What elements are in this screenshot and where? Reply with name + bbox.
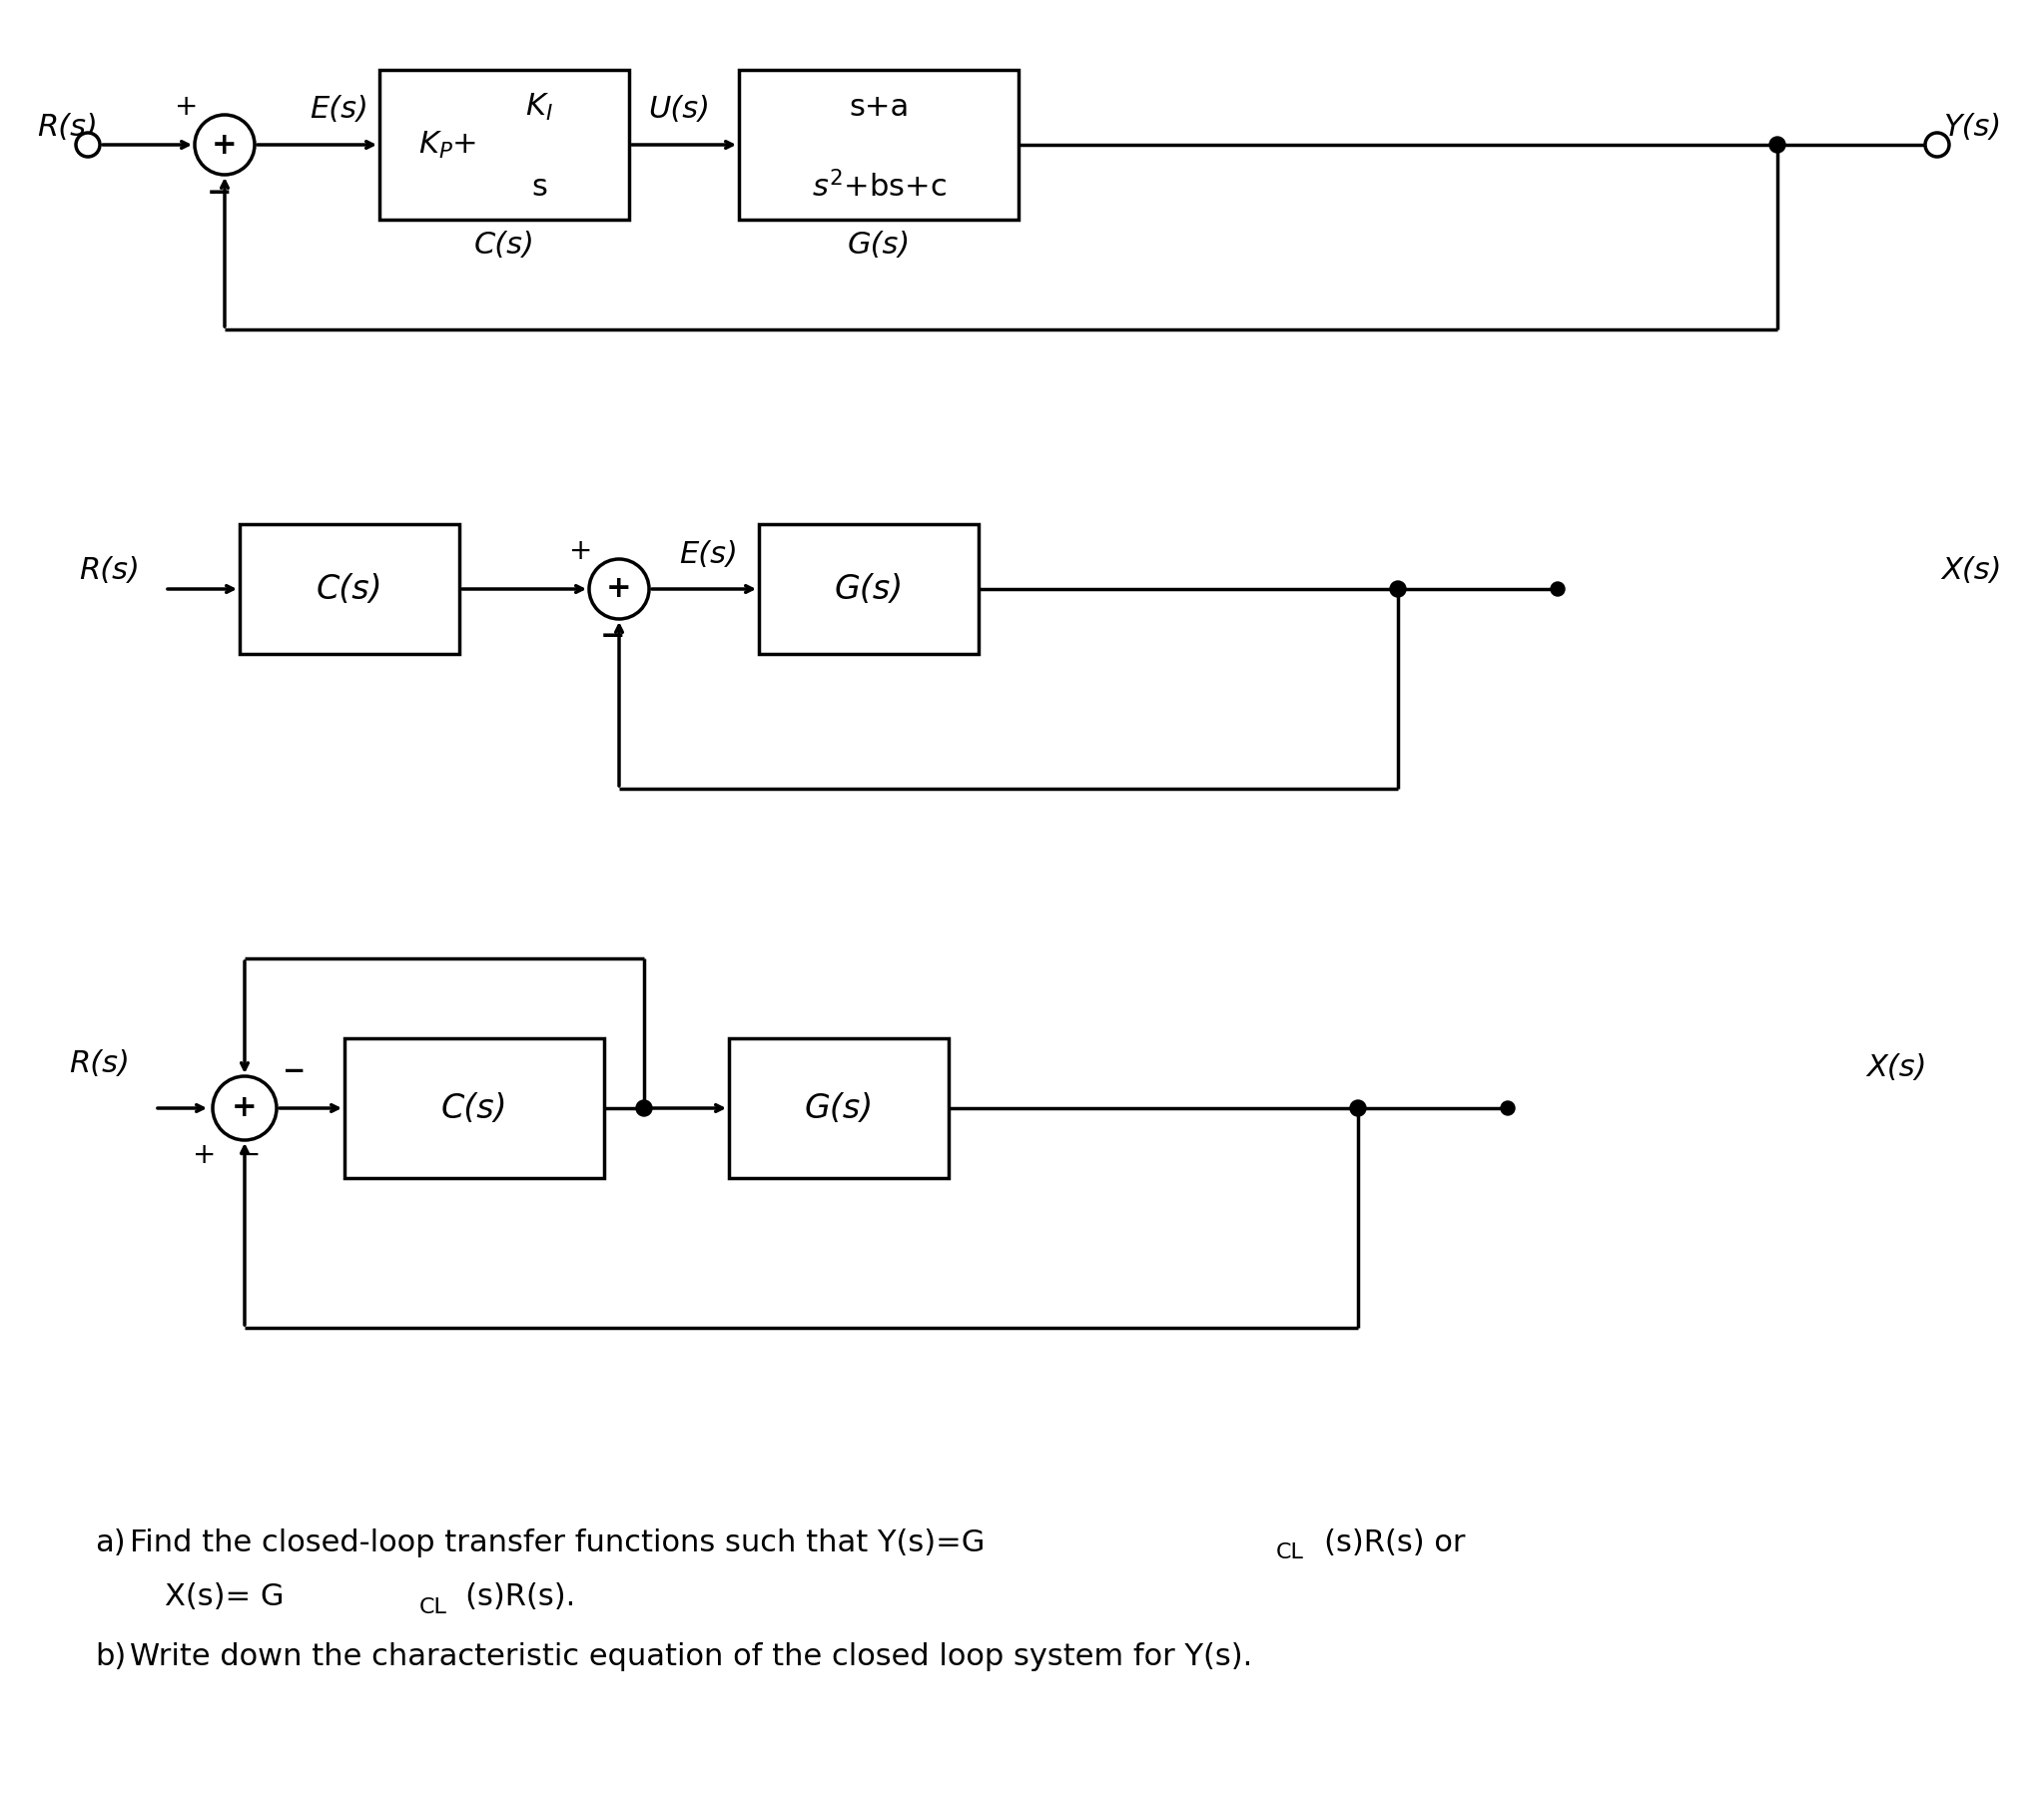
Text: X(s)= G: X(s)= G <box>165 1583 284 1613</box>
Circle shape <box>1389 581 1406 597</box>
Text: C(s): C(s) <box>317 573 382 606</box>
Text: b): b) <box>94 1643 127 1673</box>
Text: +: + <box>570 537 592 564</box>
Text: $K_I$: $K_I$ <box>525 91 554 122</box>
Text: CL: CL <box>1277 1543 1303 1562</box>
Text: Find the closed-loop transfer functions such that Y(s)=G: Find the closed-loop transfer functions … <box>131 1529 985 1556</box>
Text: Y(s): Y(s) <box>1943 113 2002 142</box>
Text: $K_P$+: $K_P$+ <box>419 129 476 160</box>
Text: (s)R(s).: (s)R(s). <box>460 1583 576 1613</box>
Text: E(s): E(s) <box>680 539 738 568</box>
Text: G(s): G(s) <box>805 1092 872 1125</box>
Circle shape <box>1502 1101 1514 1116</box>
Bar <box>345 1037 605 1178</box>
Text: E(s): E(s) <box>311 95 370 124</box>
Text: +: + <box>607 575 631 604</box>
Circle shape <box>1551 582 1565 595</box>
Text: R(s): R(s) <box>80 557 141 586</box>
Bar <box>758 524 979 653</box>
Text: +: + <box>231 1094 257 1123</box>
Circle shape <box>635 1099 652 1116</box>
Bar <box>740 69 1019 220</box>
Text: +: + <box>212 131 237 158</box>
Text: G(s): G(s) <box>848 229 911 258</box>
Text: s: s <box>531 173 548 202</box>
Bar <box>729 1037 948 1178</box>
Bar <box>380 69 629 220</box>
Text: a): a) <box>94 1529 125 1556</box>
Text: +: + <box>192 1141 217 1168</box>
Text: X(s): X(s) <box>1867 1054 1927 1083</box>
Text: U(s): U(s) <box>648 95 711 124</box>
Text: −: − <box>601 622 625 652</box>
Circle shape <box>194 115 255 175</box>
Circle shape <box>1350 1099 1367 1116</box>
Text: R(s): R(s) <box>69 1048 131 1077</box>
Text: (s)R(s) or: (s)R(s) or <box>1318 1529 1465 1556</box>
Circle shape <box>76 133 100 157</box>
Text: C(s): C(s) <box>474 229 535 258</box>
Bar <box>239 524 460 653</box>
Text: −: − <box>282 1057 306 1085</box>
Text: −: − <box>206 178 231 207</box>
Text: R(s): R(s) <box>37 113 98 142</box>
Text: X(s): X(s) <box>1943 557 2002 586</box>
Circle shape <box>212 1076 276 1139</box>
Circle shape <box>1769 136 1786 153</box>
Text: $s^2$+bs+c: $s^2$+bs+c <box>811 171 946 202</box>
Text: s+a: s+a <box>848 93 909 122</box>
Text: Write down the characteristic equation of the closed loop system for Y(s).: Write down the characteristic equation o… <box>131 1643 1252 1673</box>
Text: C(s): C(s) <box>441 1092 507 1125</box>
Text: G(s): G(s) <box>834 573 903 606</box>
Circle shape <box>1925 133 1949 157</box>
Text: CL: CL <box>419 1598 447 1618</box>
Circle shape <box>588 559 650 619</box>
Text: +: + <box>176 93 198 120</box>
Text: −: − <box>239 1141 262 1168</box>
